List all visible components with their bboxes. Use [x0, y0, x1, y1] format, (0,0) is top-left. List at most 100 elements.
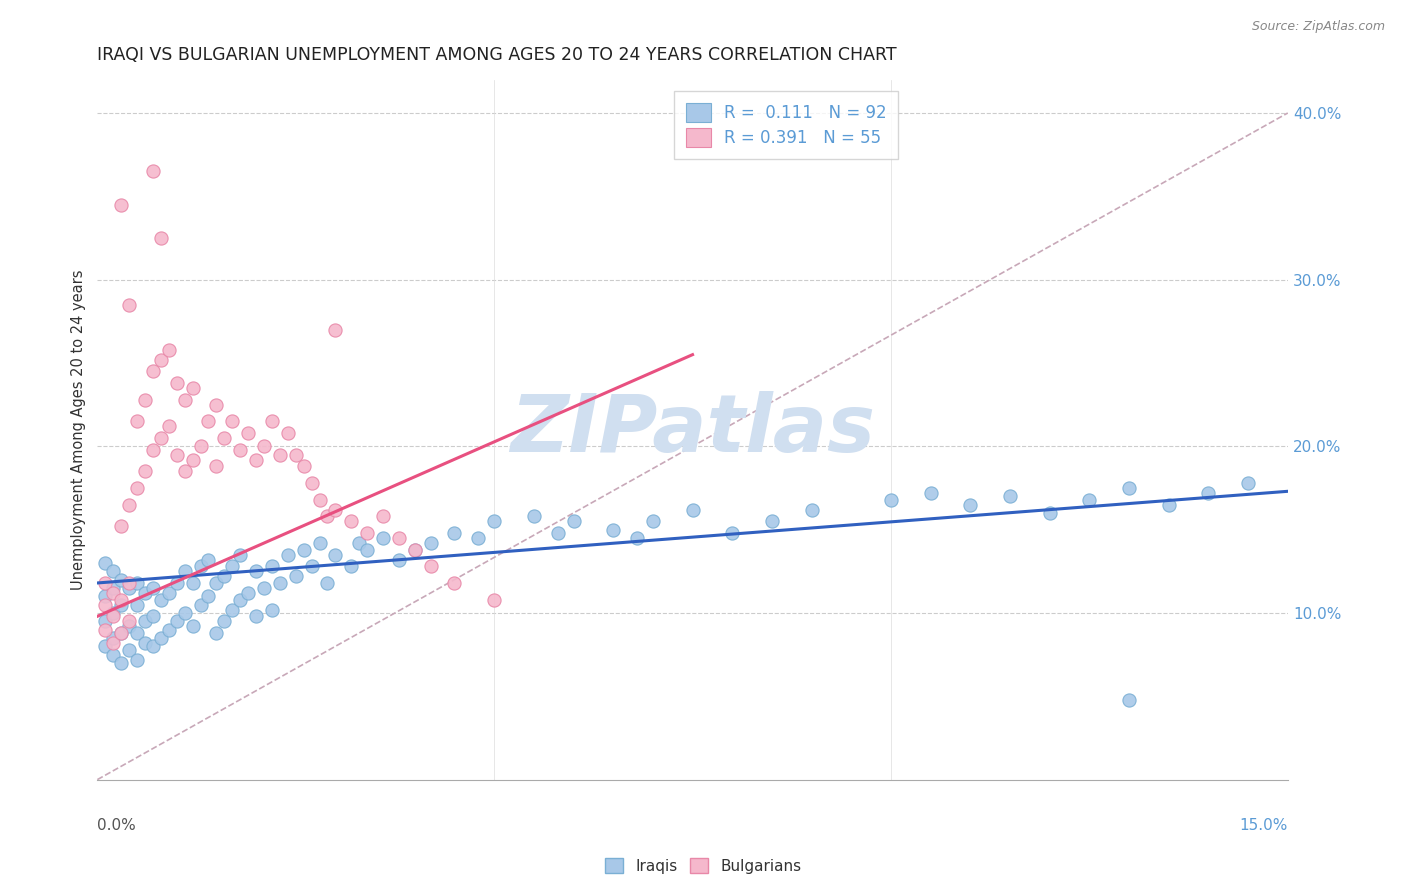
Point: [110, 592, 132, 607]
Point: [181, 452, 204, 467]
Text: Source: ZipAtlas.com: Source: ZipAtlas.com: [1251, 20, 1385, 33]
Point: [245, 452, 267, 467]
Point: [1078, 492, 1101, 507]
Point: [371, 531, 394, 545]
Point: [245, 609, 267, 624]
Point: [110, 573, 132, 587]
Point: [260, 602, 283, 616]
Point: [197, 589, 219, 603]
Legend: R =  0.111   N = 92, R = 0.391   N = 55: R = 0.111 N = 92, R = 0.391 N = 55: [675, 92, 898, 159]
Point: [316, 576, 339, 591]
Point: [142, 364, 165, 378]
Point: [134, 615, 156, 629]
Point: [221, 602, 243, 616]
Point: [197, 552, 219, 566]
Point: [214, 431, 236, 445]
Point: [94, 556, 117, 570]
Point: [110, 626, 132, 640]
Point: [356, 526, 378, 541]
Point: [356, 542, 378, 557]
Point: [94, 589, 117, 603]
Point: [118, 581, 141, 595]
Point: [142, 609, 165, 624]
Point: [523, 509, 546, 524]
Point: [197, 414, 219, 428]
Y-axis label: Unemployment Among Ages 20 to 24 years: Unemployment Among Ages 20 to 24 years: [72, 269, 86, 590]
Point: [134, 636, 156, 650]
Point: [419, 559, 441, 574]
Point: [110, 626, 132, 640]
Point: [641, 514, 664, 528]
Point: [173, 464, 195, 478]
Text: 15.0%: 15.0%: [1239, 818, 1288, 833]
Point: [682, 502, 704, 516]
Point: [761, 514, 783, 528]
Point: [103, 606, 125, 620]
Point: [118, 576, 141, 591]
Point: [467, 531, 489, 545]
Point: [371, 509, 394, 524]
Point: [301, 559, 323, 574]
Point: [103, 564, 125, 578]
Point: [800, 502, 823, 516]
Point: [103, 586, 125, 600]
Point: [920, 486, 942, 500]
Point: [134, 464, 156, 478]
Point: [277, 425, 299, 440]
Point: [142, 164, 165, 178]
Point: [103, 631, 125, 645]
Point: [94, 598, 117, 612]
Point: [149, 631, 172, 645]
Point: [562, 514, 585, 528]
Point: [260, 559, 283, 574]
Point: [103, 581, 125, 595]
Point: [325, 323, 347, 337]
Point: [118, 619, 141, 633]
Point: [173, 606, 195, 620]
Point: [181, 381, 204, 395]
Point: [260, 414, 283, 428]
Point: [103, 636, 125, 650]
Point: [205, 398, 228, 412]
Point: [419, 536, 441, 550]
Point: [253, 439, 276, 453]
Point: [292, 459, 315, 474]
Point: [214, 569, 236, 583]
Point: [173, 392, 195, 407]
Point: [253, 581, 276, 595]
Point: [1039, 506, 1062, 520]
Point: [482, 514, 505, 528]
Point: [125, 652, 148, 666]
Point: [118, 642, 141, 657]
Point: [443, 576, 465, 591]
Point: [959, 498, 981, 512]
Point: [173, 564, 195, 578]
Point: [110, 598, 132, 612]
Point: [125, 481, 148, 495]
Point: [340, 559, 363, 574]
Point: [205, 576, 228, 591]
Point: [205, 459, 228, 474]
Point: [149, 592, 172, 607]
Point: [284, 569, 307, 583]
Point: [94, 640, 117, 654]
Point: [482, 592, 505, 607]
Point: [325, 502, 347, 516]
Point: [94, 615, 117, 629]
Point: [602, 523, 624, 537]
Point: [103, 609, 125, 624]
Point: [277, 548, 299, 562]
Point: [340, 514, 363, 528]
Point: [181, 576, 204, 591]
Point: [236, 425, 259, 440]
Point: [125, 598, 148, 612]
Point: [1157, 498, 1180, 512]
Point: [404, 542, 426, 557]
Point: [292, 542, 315, 557]
Point: [221, 559, 243, 574]
Point: [229, 548, 252, 562]
Point: [103, 648, 125, 662]
Point: [308, 536, 330, 550]
Point: [214, 615, 236, 629]
Point: [94, 576, 117, 591]
